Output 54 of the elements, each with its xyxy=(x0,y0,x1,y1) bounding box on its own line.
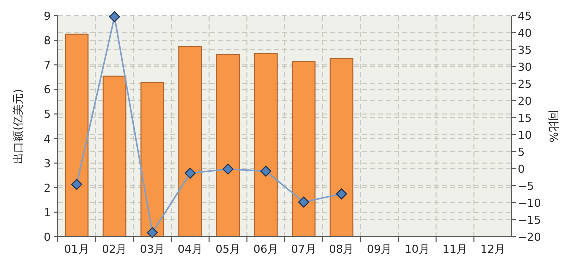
x-tick-label: 01月 xyxy=(64,243,90,256)
y2-tick-label: 35 xyxy=(518,44,532,57)
bar xyxy=(65,34,89,238)
y2-tick-label: −10 xyxy=(518,197,542,210)
y2-tick-label: 10 xyxy=(518,129,532,142)
point xyxy=(109,12,120,23)
y-tick-label: 6 xyxy=(44,84,51,97)
bar xyxy=(292,61,316,238)
y2-tick-label: 15 xyxy=(518,112,532,125)
x-tick-label: 05月 xyxy=(216,243,241,256)
y2-tick-label: 25 xyxy=(518,78,532,91)
y-tick-label: 4 xyxy=(44,132,51,146)
point xyxy=(222,164,234,175)
y-tick-label: 3 xyxy=(44,157,51,170)
bar xyxy=(140,82,164,238)
point xyxy=(71,179,82,190)
point xyxy=(260,166,272,177)
x-tick-label: 09月 xyxy=(367,243,392,256)
y-tick-label: 1 xyxy=(44,206,51,220)
y2-tick-label: 20 xyxy=(518,95,532,108)
point xyxy=(336,188,348,200)
point xyxy=(298,196,310,208)
y-axis-title: 出口额(亿美元) xyxy=(12,89,25,164)
y2-tick-label: −5 xyxy=(518,180,534,193)
x-tick-label: 07月 xyxy=(291,243,316,256)
bar xyxy=(102,76,127,238)
y2-tick-label: 0 xyxy=(518,163,525,176)
x-tick-label: 10月 xyxy=(404,243,430,256)
x-tick-label: 04月 xyxy=(178,243,203,256)
y2-tick-label: 45 xyxy=(518,10,532,23)
x-tick-label: 08月 xyxy=(329,243,354,256)
point xyxy=(184,168,196,179)
y-tick-label: 8 xyxy=(44,34,51,48)
x-tick-label: 12月 xyxy=(480,243,506,256)
y2-tick-label: 30 xyxy=(518,61,532,74)
bar xyxy=(330,58,354,238)
y-tick-label: 5 xyxy=(44,108,51,122)
point xyxy=(147,227,158,238)
y2-tick-label: −15 xyxy=(518,214,542,227)
y-tick-label: 9 xyxy=(44,10,51,23)
y2-tick-label: 40 xyxy=(518,27,532,40)
y2-tick-label: −20 xyxy=(518,231,542,244)
y2-axis-title: 同比% xyxy=(547,110,560,143)
bar xyxy=(178,46,202,238)
x-tick-label: 11月 xyxy=(442,243,468,256)
x-tick-label: 02月 xyxy=(102,243,128,256)
bar xyxy=(216,54,240,238)
x-tick-label: 06月 xyxy=(254,243,279,256)
bar xyxy=(254,53,278,238)
y-tick-label: 2 xyxy=(44,182,51,195)
y2-tick-label: 5 xyxy=(518,146,525,159)
y-tick-label: 7 xyxy=(44,59,51,72)
x-tick-label: 03月 xyxy=(140,243,166,256)
y-tick-label: 0 xyxy=(44,231,51,244)
